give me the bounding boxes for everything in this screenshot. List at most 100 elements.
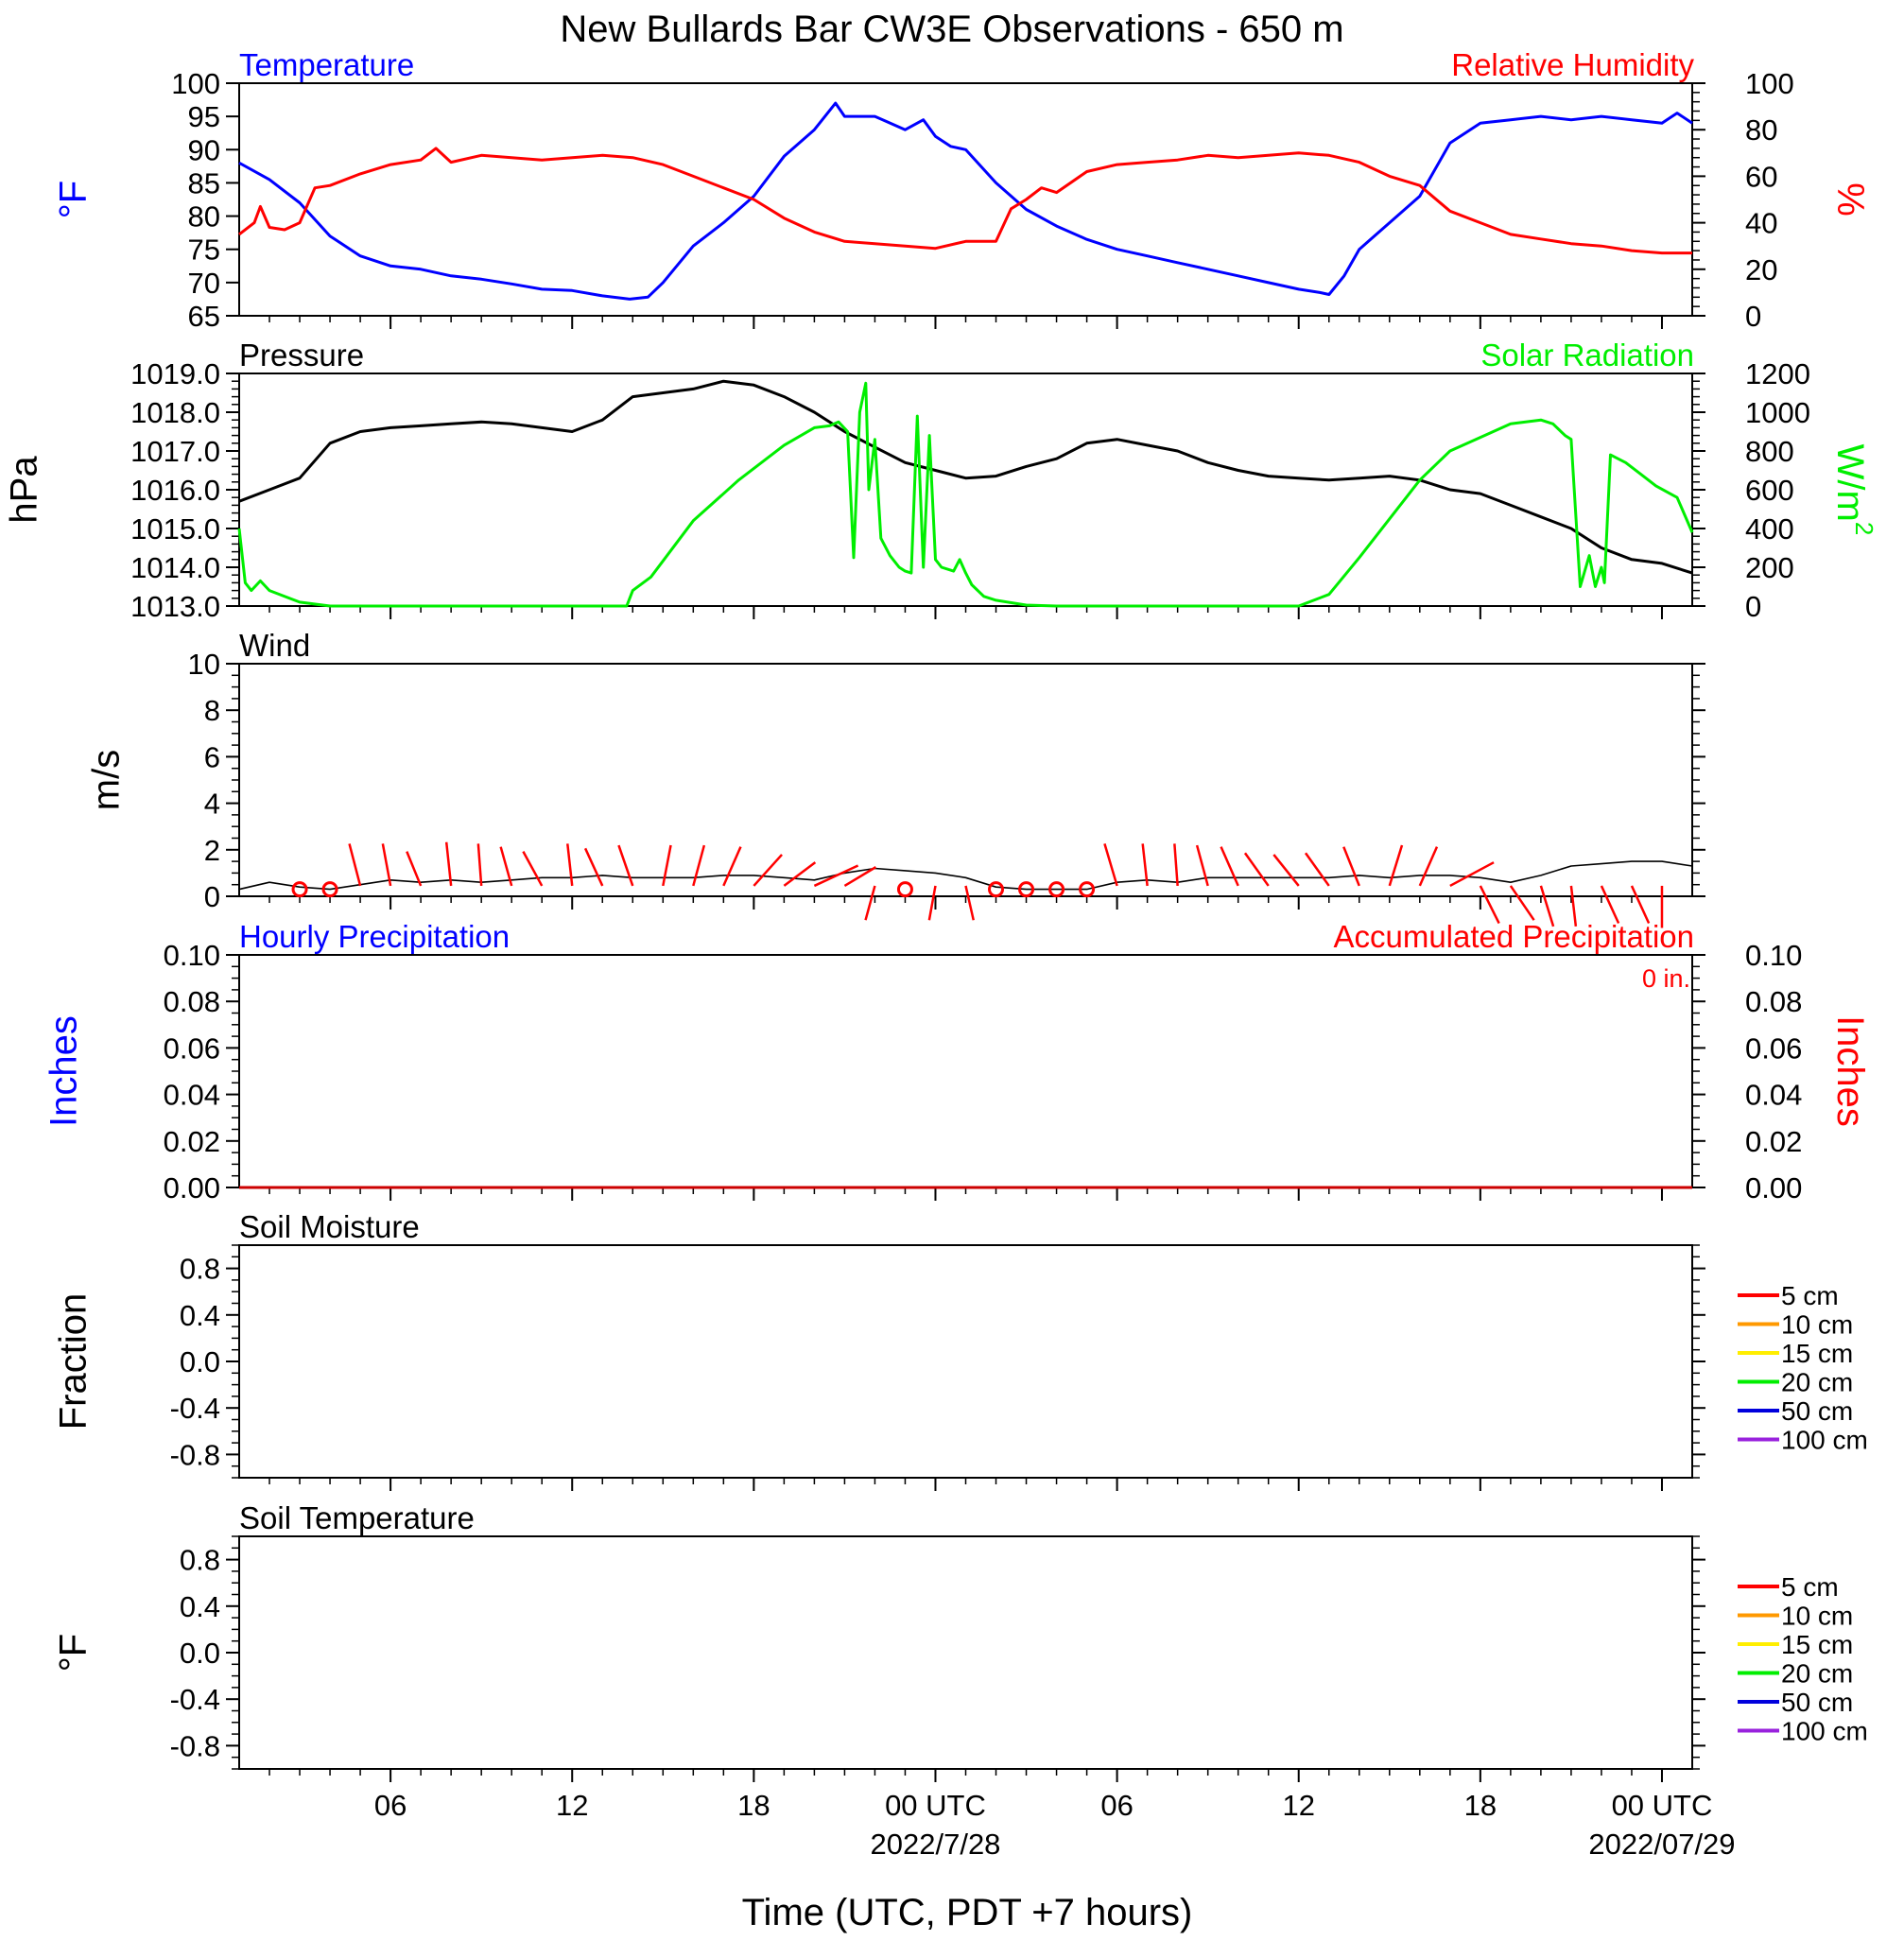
wind-barb — [692, 844, 706, 887]
y-tick-label: 1015.0 — [130, 512, 220, 546]
y-tick-label: 0 — [204, 880, 220, 913]
y-tick-label: 90 — [188, 133, 220, 166]
wind-calm-circle — [1018, 881, 1035, 898]
y-tick-label: 0.10 — [164, 939, 220, 972]
x-tick-label: 06 — [374, 1789, 407, 1822]
wind-barb — [348, 843, 362, 887]
panel-left-title: Hourly Precipitation — [239, 919, 510, 954]
y-tick-label: 0.8 — [180, 1544, 220, 1577]
wind-barb — [1418, 846, 1439, 887]
y2-axis-label: W/m2 — [1829, 444, 1878, 536]
legend-label: 50 cm — [1781, 1688, 1853, 1717]
y-tick-label: 0.02 — [164, 1125, 220, 1158]
panel-frame — [238, 1244, 1693, 1479]
panels-group: 65707580859095100020406080100Temperature… — [4, 47, 1878, 1782]
panel-frame — [238, 954, 1693, 1188]
y2-axis-label-superscript: 2 — [1850, 522, 1878, 535]
y2-axis-label: % — [1829, 182, 1871, 217]
legend-label: 5 cm — [1781, 1572, 1839, 1602]
y2-tick-label: 0.02 — [1745, 1125, 1802, 1158]
y-tick-label: 0.4 — [180, 1299, 220, 1332]
panel-wind: 0 2 4 6 8 10 Wind m/s — [86, 628, 1705, 928]
y-tick-label: 1016.0 — [130, 474, 220, 507]
panel-left-title: Soil Moisture — [239, 1209, 420, 1244]
x-tick-label: 12 — [1282, 1789, 1314, 1822]
x-tick-label: 12 — [556, 1789, 588, 1822]
y2-tick-label: 0 — [1745, 590, 1761, 623]
wind-barb — [617, 844, 634, 887]
y-axis-label: °F — [53, 1634, 95, 1672]
wind-calm-circle — [896, 881, 913, 898]
series-line-relative-humidity — [238, 147, 1692, 255]
legend-label: 15 cm — [1781, 1339, 1853, 1368]
wind-barb — [753, 854, 783, 887]
y-axis-label: °F — [53, 181, 95, 218]
wind-barb — [843, 866, 877, 888]
y-tick-label: 0.00 — [164, 1171, 220, 1204]
y-tick-label: 1018.0 — [130, 396, 220, 429]
wind-barb — [1479, 885, 1500, 925]
panel-soil-moisture: -0.8 -0.4 0.0 0.4 0.8 Soil Moisture Fraction 5 … — [53, 1209, 1868, 1491]
y2-axis-label-text: W/m — [1829, 444, 1871, 522]
wind-calm-circle — [1079, 881, 1096, 898]
panel-right-title: Solar Radiation — [1480, 338, 1694, 373]
y2-tick-label: 0.08 — [1745, 985, 1802, 1018]
wind-barb — [1342, 846, 1360, 887]
wind-barb — [927, 885, 937, 921]
y2-tick-label: 0.06 — [1745, 1031, 1802, 1065]
y-tick-label: 0.0 — [180, 1345, 220, 1378]
wind-calm-circle — [291, 881, 308, 898]
y-tick-label: -0.4 — [170, 1392, 220, 1425]
panel-precipitation: 0.00 0.02 0.04 0.06 0.08 0.10 0.00 0.02 0.04 0.06… — [43, 919, 1872, 1204]
panel-frame — [238, 663, 1693, 897]
x-axis: 06 12 18 00 UTC 2022/7/28 06 12 18 00 UTC 2022/07… — [374, 1789, 1736, 1861]
series-line-pressure — [238, 379, 1693, 575]
y2-tick-label: 800 — [1745, 435, 1794, 468]
wind-barb — [964, 885, 975, 921]
panel-temp-rh: 65707580859095100020406080100Temperature… — [53, 47, 1872, 333]
wind-barb — [1630, 885, 1651, 925]
wind-barb — [662, 844, 672, 887]
y-tick-label: 0.0 — [180, 1637, 220, 1670]
y2-tick-label: 20 — [1745, 253, 1777, 286]
y2-axis-label-text: Inches — [1829, 1015, 1871, 1127]
series-line-wind — [238, 860, 1693, 891]
wind-barb — [864, 885, 876, 921]
wind-calm-circle — [1048, 881, 1065, 898]
y-tick-label: 0.4 — [180, 1590, 220, 1623]
wind-barb — [1388, 844, 1404, 887]
x-tick-label: 00 UTC — [1612, 1789, 1713, 1822]
y2-axis-label: Inches — [1829, 1015, 1871, 1127]
x-date-label: 2022/07/29 — [1588, 1828, 1735, 1861]
y-tick-label: 75 — [188, 234, 220, 267]
panel-frame — [238, 1535, 1693, 1770]
wind-barb — [1103, 843, 1118, 887]
y-tick-label: 0.08 — [164, 985, 220, 1018]
wind-calm-circle — [988, 881, 1005, 898]
y-tick-label: 6 — [204, 740, 220, 773]
y-tick-label: 10 — [188, 648, 220, 681]
y-tick-label: 2 — [204, 834, 220, 867]
legend-label: 10 cm — [1781, 1602, 1853, 1631]
y-tick-label: -0.8 — [170, 1729, 220, 1762]
accumulated-total-note: 0 in. — [1642, 964, 1690, 993]
figure-title: New Bullards Bar CW3E Observations - 650… — [560, 9, 1343, 50]
panel-frame — [238, 82, 1693, 317]
y-tick-label: 1017.0 — [130, 435, 220, 468]
y-tick-label: 1013.0 — [130, 590, 220, 623]
y-tick-label: -0.8 — [170, 1438, 220, 1471]
panel-right-title: Accumulated Precipitation — [1333, 919, 1694, 954]
y-tick-label: 1014.0 — [130, 551, 220, 584]
y-axis-label: m/s — [86, 750, 128, 810]
y2-tick-label: 1200 — [1745, 357, 1810, 390]
y-tick-label: 85 — [188, 166, 220, 199]
y-tick-label: 65 — [188, 300, 220, 333]
y2-tick-label: 80 — [1745, 113, 1777, 147]
x-tick-label: 00 UTC — [885, 1789, 986, 1822]
y2-tick-label: 200 — [1745, 551, 1794, 584]
series-line-solar-radiation — [237, 381, 1694, 608]
panel-left-title: Pressure — [239, 338, 364, 373]
legend-label: 100 cm — [1781, 1426, 1868, 1455]
legend-label: 20 cm — [1781, 1659, 1853, 1689]
